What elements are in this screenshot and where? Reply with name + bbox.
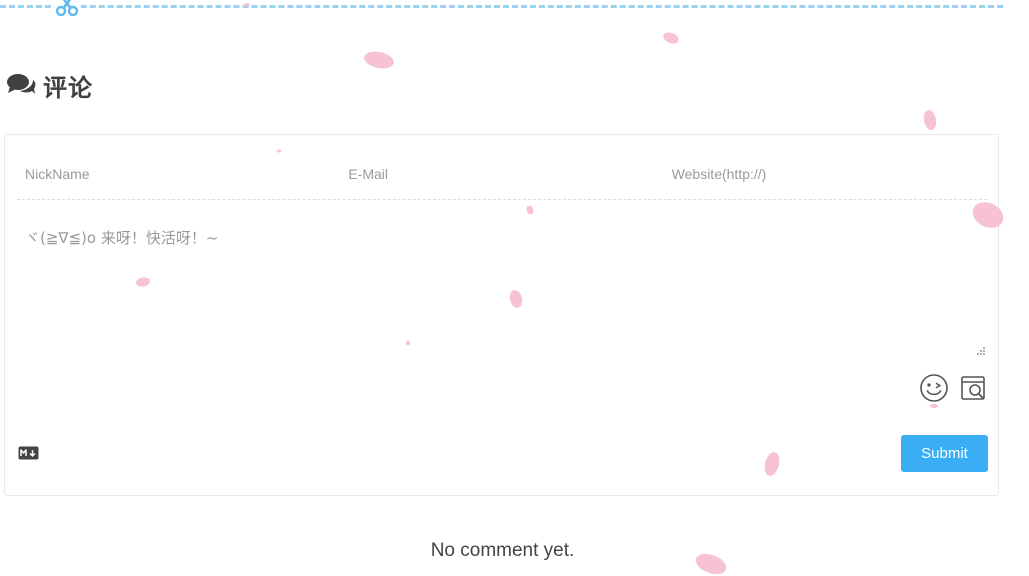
- petal: [923, 110, 937, 130]
- scissors-icon: [54, 0, 80, 17]
- comments-heading: 评论: [6, 68, 93, 102]
- page-title: 评论: [43, 73, 93, 102]
- website-field[interactable]: [663, 152, 987, 196]
- preview-icon[interactable]: [959, 373, 989, 403]
- petal: [364, 51, 394, 69]
- empty-comments-message: No comment yet.: [430, 540, 575, 561]
- comments-icon: [6, 72, 36, 98]
- resize-handle-icon[interactable]: [974, 345, 986, 357]
- emoji-wink-icon[interactable]: [919, 373, 949, 403]
- comment-meta-row: [17, 152, 987, 200]
- petal: [663, 32, 679, 44]
- nickname-field[interactable]: [17, 152, 341, 196]
- comment-form: Submit: [4, 134, 999, 496]
- email-field[interactable]: [340, 152, 664, 196]
- dashed-divider: [0, 5, 1003, 8]
- submit-button[interactable]: Submit: [901, 435, 988, 472]
- markdown-icon[interactable]: [18, 446, 39, 460]
- comment-textarea[interactable]: [17, 215, 989, 355]
